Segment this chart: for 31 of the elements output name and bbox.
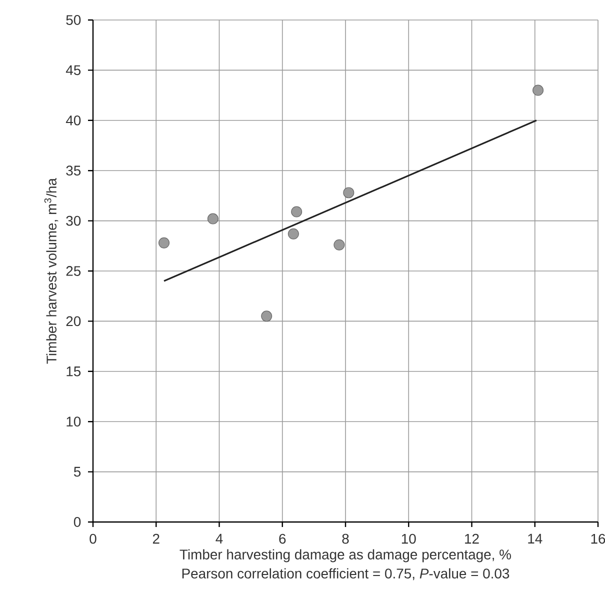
point <box>334 239 345 250</box>
point <box>532 84 544 96</box>
point <box>291 206 302 218</box>
x-tick-label: 4 <box>216 534 223 544</box>
y-tick-label: 25 <box>66 266 81 276</box>
point <box>261 310 272 322</box>
y-tick-label: 15 <box>66 366 81 376</box>
point <box>158 237 170 248</box>
x-tick-label: 0 <box>90 534 96 544</box>
x-tick-label: 6 <box>279 534 286 544</box>
x-tick-label: 8 <box>342 534 349 544</box>
x-tick-label: 12 <box>465 534 479 544</box>
point <box>343 187 354 198</box>
y-tick-label: 10 <box>66 416 81 427</box>
y-tick-label: 45 <box>66 65 81 76</box>
text: Pearson correlation coefficient = 0.75, P-value = 0.03 <box>182 568 510 580</box>
x-tick-label: 14 <box>528 534 542 544</box>
y-axis-title: Timber harvest volume, m$^{3}$/ha <box>44 178 58 364</box>
y-tick-label: 35 <box>66 166 81 176</box>
x-tick-label: 16 <box>591 534 605 544</box>
y-tick-label: 40 <box>66 115 81 126</box>
y-tick-label: 30 <box>66 216 81 226</box>
x-tick-label: 10 <box>402 534 416 544</box>
point <box>288 228 299 240</box>
y-tick-label: 5 <box>74 466 81 477</box>
y-tick-label: 20 <box>66 316 81 326</box>
y-tick-label: 0 <box>74 517 81 527</box>
y-tick-label: 50 <box>66 15 81 25</box>
point <box>207 213 218 224</box>
x-axis-title: Timber harvesting damage as damage percentage, % <box>180 549 511 562</box>
x-tick-label: 2 <box>152 534 160 544</box>
